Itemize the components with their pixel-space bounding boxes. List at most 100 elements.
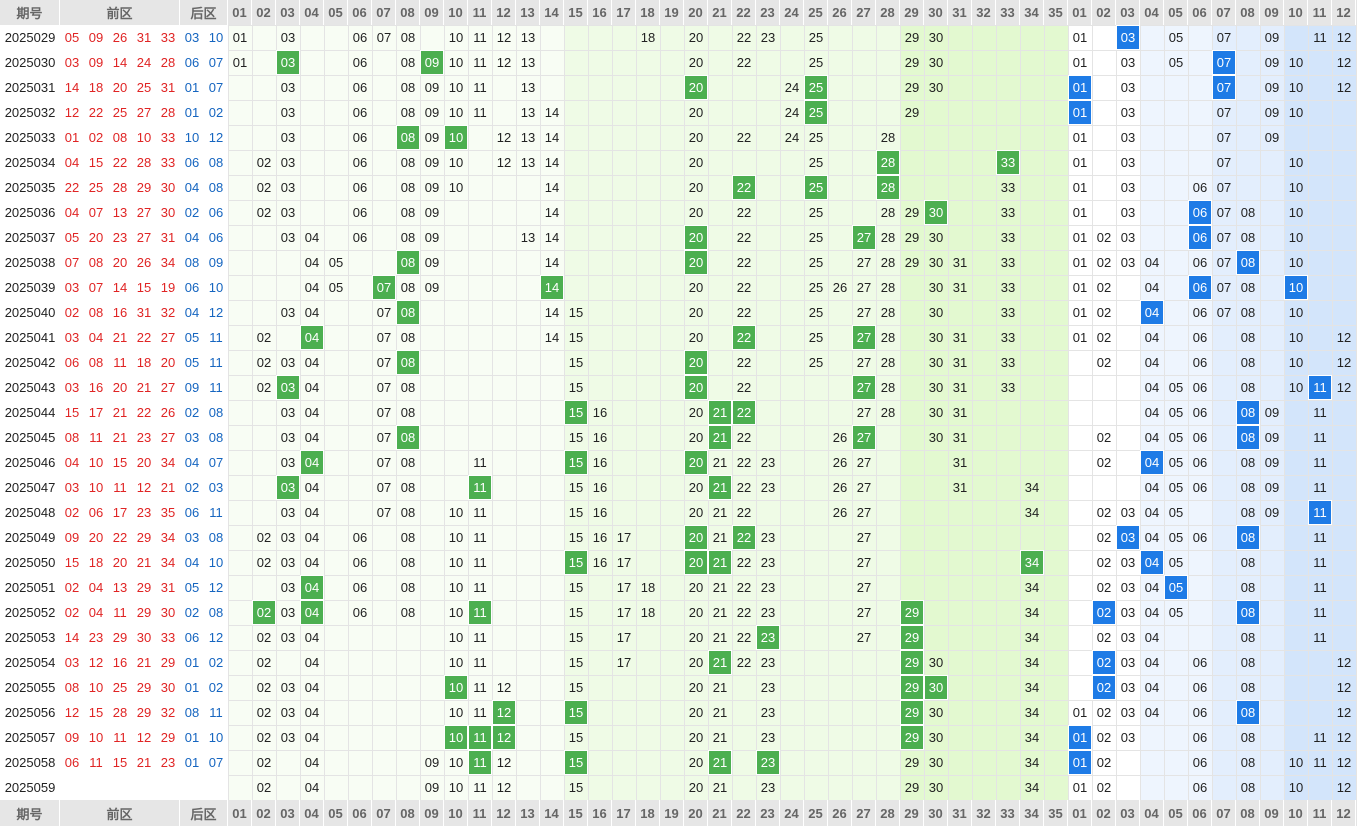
front-cell: 29 — [900, 650, 924, 675]
front-number: 18 — [136, 355, 152, 370]
front-cell: 27 — [856, 305, 872, 320]
front-number: 23 — [136, 430, 152, 445]
back-number: 01 — [184, 730, 200, 745]
front-number: 10 — [88, 455, 104, 470]
back-cell: 04 — [1144, 405, 1160, 420]
header-front-col: 28 — [876, 800, 900, 826]
front-cell: 28 — [880, 255, 896, 270]
back-cell: 11 — [1313, 430, 1327, 445]
back-cell: 02 — [1096, 705, 1112, 720]
col-line — [756, 0, 757, 826]
back-cell: 10 — [1288, 80, 1304, 95]
back-cell: 11 — [1313, 480, 1327, 495]
front-number: 13 — [112, 580, 128, 595]
row-line — [0, 125, 1357, 126]
back-cell: 10 — [1288, 255, 1304, 270]
front-cell: 22 — [736, 555, 752, 570]
back-cell: 02 — [1096, 355, 1112, 370]
header-front-col: 05 — [324, 800, 348, 826]
front-cell: 33 — [1000, 380, 1016, 395]
zone-bg — [1044, 0, 1068, 826]
front-cell: 09 — [424, 255, 440, 270]
front-cell: 31 — [952, 255, 968, 270]
back-cell: 10 — [1288, 105, 1304, 120]
header-front-col: 20 — [684, 800, 708, 826]
front-cell: 02 — [256, 755, 272, 770]
front-cell: 29 — [904, 105, 920, 120]
front-cell: 04 — [304, 355, 320, 370]
front-cell: 11 — [473, 680, 487, 695]
back-cell: 09 — [1264, 130, 1280, 145]
front-number: 27 — [160, 430, 176, 445]
front-cell: 10 — [448, 155, 464, 170]
back-number: 12 — [208, 130, 224, 145]
front-cell: 09 — [424, 80, 440, 95]
front-cell: 20 — [688, 55, 704, 70]
front-number: 29 — [136, 180, 152, 195]
back-cell: 11 — [1313, 455, 1327, 470]
front-number: 29 — [136, 530, 152, 545]
back-number: 12 — [208, 630, 224, 645]
header-front-col: 30 — [924, 0, 948, 25]
front-cell: 17 — [616, 530, 632, 545]
front-cell: 08 — [400, 230, 416, 245]
front-cell: 15 — [568, 630, 584, 645]
front-number: 11 — [89, 430, 103, 445]
back-number: 06 — [184, 280, 200, 295]
front-cell: 27 — [856, 255, 872, 270]
header-front-col: 14 — [540, 0, 564, 25]
header-front-col: 19 — [660, 800, 684, 826]
header-back-col: 02 — [1092, 0, 1116, 25]
front-cell: 06 — [352, 30, 368, 45]
issue: 2025041 — [4, 330, 56, 345]
front-cell: 20 — [688, 705, 704, 720]
front-cell: 16 — [592, 455, 608, 470]
front-cell: 20 — [688, 630, 704, 645]
back-number: 07 — [208, 455, 224, 470]
front-number: 25 — [112, 105, 128, 120]
front-cell: 09 — [424, 205, 440, 220]
front-number: 33 — [160, 630, 176, 645]
front-cell: 33 — [1000, 280, 1016, 295]
front-cell: 29 — [900, 625, 924, 650]
front-number: 02 — [88, 130, 104, 145]
back-cell: 02 — [1096, 330, 1112, 345]
back-cell: 06 — [1192, 755, 1208, 770]
front-number: 21 — [136, 380, 152, 395]
back-cell: 01 — [1072, 230, 1088, 245]
row-line — [0, 475, 1357, 476]
front-cell: 11 — [473, 780, 487, 795]
front-cell: 22 — [736, 205, 752, 220]
back-cell: 02 — [1096, 280, 1112, 295]
front-cell: 17 — [616, 555, 632, 570]
front-cell: 30 — [928, 305, 944, 320]
front-cell: 04 — [304, 280, 320, 295]
front-cell: 20 — [688, 730, 704, 745]
header-back-col: 06 — [1188, 0, 1212, 25]
header-front-col: 06 — [348, 800, 372, 826]
front-cell: 12 — [496, 780, 512, 795]
front-number: 07 — [88, 205, 104, 220]
back-cell: 01 — [1072, 155, 1088, 170]
zone-bg — [300, 0, 324, 826]
front-number: 20 — [88, 530, 104, 545]
back-cell: 10 — [1284, 275, 1308, 300]
front-cell: 10 — [448, 655, 464, 670]
front-cell: 34 — [1024, 630, 1040, 645]
header-front-col: 15 — [564, 0, 588, 25]
back-cell: 09 — [1264, 55, 1280, 70]
front-cell: 20 — [688, 580, 704, 595]
front-number: 14 — [112, 280, 128, 295]
front-cell: 12 — [496, 755, 512, 770]
header-front-col: 20 — [684, 0, 708, 25]
front-cell: 09 — [420, 50, 444, 75]
col-line — [252, 0, 253, 826]
front-cell: 20 — [684, 375, 708, 400]
front-cell: 12 — [496, 130, 512, 145]
front-cell: 14 — [544, 305, 560, 320]
front-cell: 30 — [924, 675, 948, 700]
front-number: 22 — [88, 105, 104, 120]
front-cell: 21 — [708, 425, 732, 450]
header-front-col: 31 — [948, 0, 972, 25]
col-line — [948, 0, 949, 826]
